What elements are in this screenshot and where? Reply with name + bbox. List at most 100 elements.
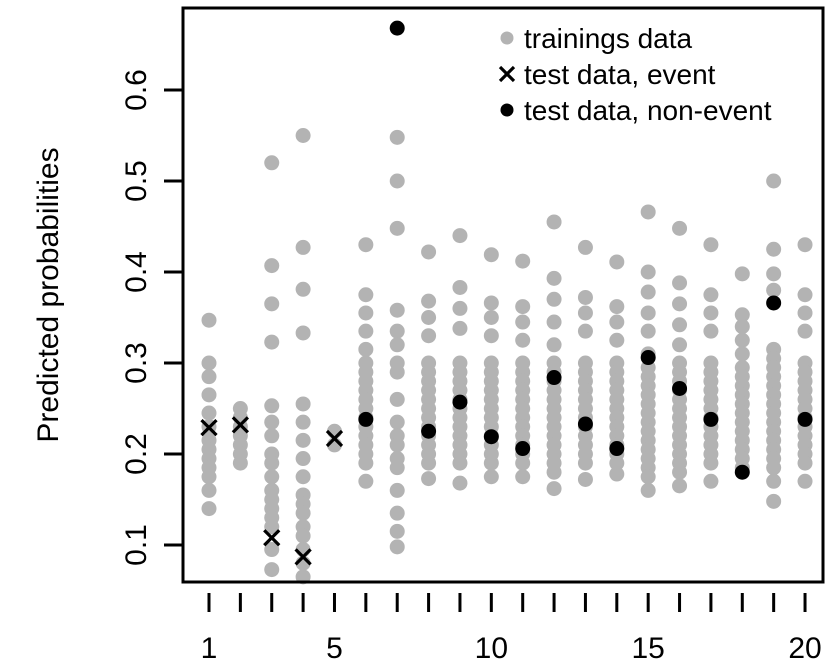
training-point [734,332,750,348]
training-point [389,129,405,145]
training-point [264,258,280,274]
legend-marker-event-stroke-b [498,65,516,83]
training-point [264,469,280,485]
training-point [295,505,311,521]
training-point [452,228,468,244]
x-tick-label: 15 [631,632,664,665]
training-point [201,369,217,385]
x-tick-label: 10 [475,632,508,665]
training-point [577,239,593,255]
training-point [577,289,593,305]
test-event-point [263,529,281,547]
training-point [452,455,468,471]
training-point [797,237,813,253]
training-point [515,332,531,348]
legend-marker-training [500,31,514,45]
training-point [264,398,280,414]
training-point [672,220,688,236]
training-point [546,291,562,307]
training-point [672,464,688,480]
training-point [421,455,437,471]
training-point [703,305,719,321]
training-point [421,310,437,325]
training-point [577,471,593,487]
training-point [546,464,562,480]
training-point [264,562,280,578]
training-point [295,451,311,467]
legend: trainings data test data, event test data,… [498,23,772,126]
training-point [389,437,405,453]
training-point [201,312,217,328]
test-nonevent-point [421,423,437,439]
training-point [672,317,688,333]
test-points-group [200,20,813,566]
training-point [640,323,656,339]
test-nonevent-point [515,441,531,457]
training-point [766,241,782,257]
test-event-point-stroke-b [231,416,250,434]
training-point [264,155,280,171]
training-point [389,414,405,430]
training-point [389,302,405,318]
training-point [421,244,437,260]
training-point [546,481,562,497]
test-event-point-stroke-b [263,529,281,547]
training-point [358,237,374,253]
test-nonevent-point [483,429,499,445]
training-point [672,275,688,291]
training-point [515,299,531,315]
training-point [358,305,374,321]
y-axis-title: Predicted probabilities [32,147,65,442]
training-point [295,128,311,143]
test-nonevent-point [734,464,750,480]
y-tick-label: 0.2 [120,433,153,475]
training-point [389,364,405,380]
training-point [483,295,499,311]
training-point [389,173,405,189]
test-nonevent-point [609,441,625,457]
test-event-point-stroke-b [200,418,218,437]
training-point [672,337,688,353]
training-point [358,455,374,471]
training-point [609,455,625,471]
training-point [640,204,656,220]
training-point [201,482,217,498]
training-point [201,501,217,517]
y-tick-label: 0.4 [120,251,153,293]
training-point [295,396,311,412]
training-point [766,473,782,489]
training-point [264,334,280,350]
training-point [201,405,217,421]
training-point [358,341,374,357]
training-point [421,328,437,344]
x-axis: 1 5 10 15 20 [201,593,822,665]
training-point [640,305,656,321]
test-nonevent-point [358,411,374,427]
training-point [389,460,405,476]
training-point [201,355,217,371]
training-point [295,432,311,448]
training-point [766,282,782,298]
test-nonevent-point [389,20,405,36]
training-point [358,323,374,339]
training-point [515,455,531,471]
training-point [295,414,311,430]
training-point [452,279,468,295]
test-nonevent-point [546,370,562,386]
training-point [515,469,531,485]
plot-frame [181,6,825,584]
training-point [295,239,311,255]
test-event-point-stroke-b [294,548,312,566]
training-point [703,323,719,339]
training-point [766,493,782,509]
training-point [609,314,625,330]
training-point [389,337,405,353]
test-event-point [294,548,312,566]
training-point [264,414,280,430]
x-tick-label: 5 [326,632,343,665]
training-point [640,264,656,280]
training-point [389,523,405,539]
training-point [703,473,719,489]
